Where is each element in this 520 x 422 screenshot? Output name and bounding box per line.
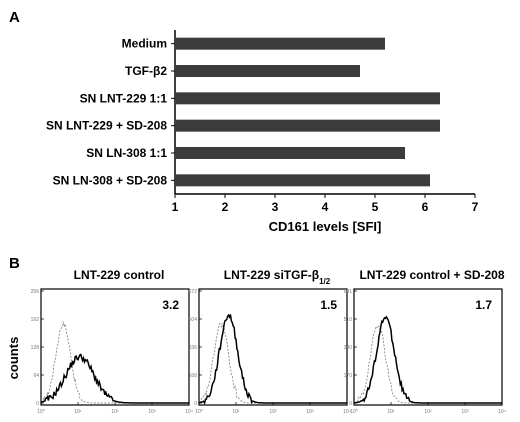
histogram-y-tick-label: 128 bbox=[31, 345, 40, 351]
histogram-x-tick-label: 10¹ bbox=[232, 409, 240, 415]
histogram-x-tick-label: 10⁰ bbox=[350, 409, 358, 415]
histogram-panel: LNT-229 control + SD-208 1.7 681 510 340 170 0… bbox=[344, 268, 506, 415]
histogram-y-tick-label: 510 bbox=[344, 317, 353, 323]
x-tick-label: 3 bbox=[272, 200, 279, 214]
histogram-panel: LNT-229 siTGF-β1/2 1.5 672 504 336 168 0 10⁰ 10¹… bbox=[189, 268, 351, 415]
isotype-control-curve bbox=[198, 322, 347, 404]
histogram-x-tick-label: 10² bbox=[269, 409, 277, 415]
cd161-staining-curve bbox=[40, 353, 189, 404]
cd161-staining-curve bbox=[198, 313, 347, 405]
histogram-y-tick-label: 681 bbox=[344, 289, 353, 295]
category-label: SN LN-308 + SD-208 bbox=[53, 173, 168, 187]
histogram-y-tick-label: 192 bbox=[31, 317, 40, 323]
histogram-y-axis-title: counts bbox=[6, 337, 21, 380]
histogram-y-tick-label: 0 bbox=[349, 401, 352, 407]
bar bbox=[175, 119, 440, 132]
histogram-y-tick-label: 170 bbox=[344, 373, 353, 379]
panel-b-letter: B bbox=[9, 255, 20, 272]
histogram-title: LNT-229 control bbox=[74, 268, 165, 282]
histogram-x-tick-label: 10² bbox=[424, 409, 432, 415]
histogram-panel: LNT-229 control 3.2 256 192 128 64 0 10⁰ 10¹ 10² 1… bbox=[31, 268, 193, 415]
x-tick-label: 5 bbox=[372, 200, 379, 214]
category-label: SN LN-308 1:1 bbox=[86, 146, 167, 160]
histogram-value: 1.5 bbox=[320, 298, 337, 312]
histogram-x-tick-label: 10⁴ bbox=[185, 409, 193, 415]
isotype-control-curve bbox=[40, 321, 189, 404]
histogram-value: 3.2 bbox=[162, 298, 179, 312]
category-label: SN LNT-229 + SD-208 bbox=[46, 119, 167, 133]
histogram-y-tick-label: 0 bbox=[36, 401, 39, 407]
histogram-title: LNT-229 siTGF-β1/2 bbox=[224, 268, 331, 286]
category-label: Medium bbox=[122, 37, 167, 51]
histogram-x-tick-label: 10⁴ bbox=[498, 409, 506, 415]
histogram-x-tick-label: 10³ bbox=[461, 409, 469, 415]
bar-chart: Medium TGF-β2 SN LNT-229 1:1 SN LNT-229 + S… bbox=[46, 30, 479, 214]
histogram-y-tick-label: 64 bbox=[33, 373, 39, 379]
histogram-y-tick-label: 168 bbox=[189, 373, 198, 379]
histogram-x-tick-label: 10⁰ bbox=[37, 409, 45, 415]
histogram-x-tick-label: 10¹ bbox=[387, 409, 395, 415]
category-label: TGF-β2 bbox=[125, 64, 167, 78]
category-label: SN LNT-229 1:1 bbox=[80, 91, 168, 105]
x-tick-label: 6 bbox=[422, 200, 429, 214]
bar bbox=[175, 174, 430, 187]
bar bbox=[175, 147, 405, 159]
histogram-x-tick-label: 10⁰ bbox=[195, 409, 203, 415]
x-tick-label: 4 bbox=[322, 200, 329, 214]
histogram-x-tick-label: 10⁴ bbox=[343, 409, 351, 415]
bar bbox=[175, 37, 385, 50]
cd161-staining-curve bbox=[354, 315, 502, 404]
histograms: LNT-229 control 3.2 256 192 128 64 0 10⁰ 10¹ 10² 1… bbox=[31, 268, 506, 415]
histogram-y-tick-label: 336 bbox=[189, 345, 198, 351]
histogram-value: 1.7 bbox=[475, 298, 492, 312]
bar bbox=[175, 92, 440, 105]
histogram-x-tick-label: 10² bbox=[111, 409, 119, 415]
x-tick-label: 2 bbox=[222, 200, 229, 214]
bar bbox=[175, 65, 360, 77]
histogram-x-tick-label: 10¹ bbox=[74, 409, 82, 415]
histogram-y-tick-label: 0 bbox=[194, 401, 197, 407]
histogram-title-subscript: 1/2 bbox=[319, 277, 331, 286]
isotype-control-curve bbox=[353, 324, 502, 404]
x-axis-title: CD161 levels [SFI] bbox=[269, 219, 382, 234]
histogram-y-tick-label: 672 bbox=[189, 289, 198, 295]
histogram-x-tick-label: 10³ bbox=[148, 409, 156, 415]
histogram-x-tick-label: 10³ bbox=[306, 409, 314, 415]
histogram-y-tick-label: 504 bbox=[189, 317, 198, 323]
x-tick-label: 7 bbox=[472, 200, 479, 214]
histogram-y-tick-label: 340 bbox=[344, 345, 353, 351]
histogram-title: LNT-229 control + SD-208 bbox=[359, 268, 504, 282]
panel-a-letter: A bbox=[9, 9, 20, 26]
histogram-y-tick-label: 256 bbox=[31, 289, 40, 295]
x-tick-label: 1 bbox=[172, 200, 179, 214]
